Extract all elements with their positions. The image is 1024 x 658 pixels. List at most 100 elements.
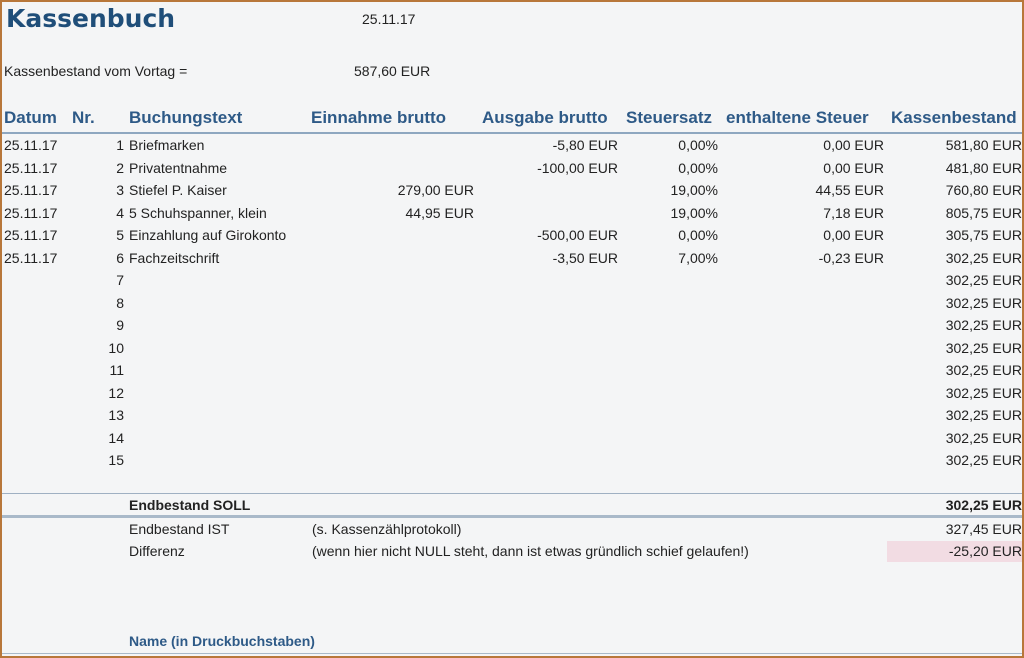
row-tax[interactable]: 7,18 EUR xyxy=(823,204,884,221)
row-tax[interactable]: -0,23 EUR xyxy=(818,249,884,266)
row-text[interactable]: 5 Schuhspanner, klein xyxy=(129,204,267,221)
row-balance[interactable]: 305,75 EUR xyxy=(945,227,1022,243)
col-header-expense: Ausgabe brutto xyxy=(482,108,608,127)
col-header-income: Einnahme brutto xyxy=(311,108,447,127)
row-income[interactable]: 279,00 EUR xyxy=(397,182,474,198)
difference-highlight xyxy=(887,541,1022,562)
row-nr[interactable]: 12 xyxy=(108,384,124,401)
row-balance[interactable]: 481,80 EUR xyxy=(945,159,1022,176)
row-balance[interactable]: 302,25 EUR xyxy=(945,339,1022,356)
row-tax[interactable]: 0,00 EUR xyxy=(823,159,884,176)
row-tax-rate[interactable]: 0,00% xyxy=(678,227,718,243)
row-date[interactable]: 25.11.17 xyxy=(4,249,58,266)
sheet-date[interactable]: 25.11.17 xyxy=(362,11,416,27)
soll-value: 302,25 EUR xyxy=(945,497,1022,513)
row-text[interactable]: Stiefel P. Kaiser xyxy=(129,182,227,198)
table-row: 25.11.17 5 Einzahlung auf Girokonto -500,00… xyxy=(2,224,1022,247)
row-nr[interactable]: 6 xyxy=(116,249,124,266)
table-row: 8 302,25 EUR xyxy=(2,292,1022,315)
row-nr[interactable]: 13 xyxy=(108,407,124,423)
row-balance[interactable]: 302,25 EUR xyxy=(945,362,1022,378)
row-nr[interactable]: 11 xyxy=(109,362,124,378)
row-nr[interactable]: 14 xyxy=(108,429,124,446)
diff-note: (wenn hier nicht NULL steht, dann ist et… xyxy=(312,543,749,559)
table-row: 7 302,25 EUR xyxy=(2,269,1022,292)
row-text[interactable]: Fachzeitschrift xyxy=(129,249,220,266)
col-header-date: Datum xyxy=(4,108,57,127)
footer-line xyxy=(2,653,1022,654)
ist-note: (s. Kassenzählprotokoll) xyxy=(312,521,462,537)
table-row: 25.11.17 2 Privatentnahme -100,00 EUR 0,00% 0… xyxy=(2,157,1022,180)
row-nr[interactable]: 15 xyxy=(108,452,124,468)
header-divider xyxy=(2,132,1022,134)
ist-value[interactable]: 327,45 EUR xyxy=(945,521,1022,537)
row-nr[interactable]: 10 xyxy=(108,339,124,356)
row-expense[interactable]: -5,80 EUR xyxy=(552,137,618,153)
row-tax-rate[interactable]: 0,00% xyxy=(678,159,718,176)
table-row: 11 302,25 EUR xyxy=(2,359,1022,382)
table-row: 14 302,25 EUR xyxy=(2,427,1022,450)
row-date[interactable]: 25.11.17 xyxy=(4,159,58,176)
row-date[interactable]: 25.11.17 xyxy=(4,204,58,221)
row-tax-rate[interactable]: 7,00% xyxy=(678,249,718,266)
row-expense[interactable]: -500,00 EUR xyxy=(537,227,618,243)
summary-divider xyxy=(2,515,1022,518)
row-tax-rate[interactable]: 0,00% xyxy=(678,137,718,153)
row-expense[interactable]: -100,00 EUR xyxy=(537,159,618,176)
row-nr[interactable]: 4 xyxy=(116,204,124,221)
row-nr[interactable]: 3 xyxy=(116,182,124,198)
row-expense[interactable]: -3,50 EUR xyxy=(552,249,618,266)
row-date[interactable]: 25.11.17 xyxy=(4,182,58,198)
col-header-tax-rate: Steuersatz xyxy=(626,108,712,127)
row-tax-rate[interactable]: 19,00% xyxy=(670,182,718,198)
row-balance[interactable]: 302,25 EUR xyxy=(945,272,1022,288)
row-text[interactable]: Briefmarken xyxy=(129,137,205,153)
col-header-nr: Nr. xyxy=(72,108,95,127)
row-nr[interactable]: 7 xyxy=(116,272,124,288)
row-income[interactable]: 44,95 EUR xyxy=(405,204,474,221)
table-row: 25.11.17 6 Fachzeitschrift -3,50 EUR 7,00% -0… xyxy=(2,247,1022,270)
row-date[interactable]: 25.11.17 xyxy=(4,137,58,153)
table-row: 13 302,25 EUR xyxy=(2,404,1022,427)
row-nr[interactable]: 8 xyxy=(116,294,124,311)
table-row: 10 302,25 EUR xyxy=(2,337,1022,360)
table-row: 25.11.17 4 5 Schuhspanner, klein 44,95 EUR 1… xyxy=(2,202,1022,225)
carry-over-label: Kassenbestand vom Vortag = xyxy=(4,63,188,79)
col-header-text: Buchungstext xyxy=(129,108,243,127)
row-balance[interactable]: 302,25 EUR xyxy=(945,452,1022,468)
ist-label: Endbestand IST xyxy=(129,521,230,537)
table-row: 9 302,25 EUR xyxy=(2,314,1022,337)
summary-row-diff: Differenz (wenn hier nicht NULL steht, d… xyxy=(2,540,1022,563)
soll-label: Endbestand SOLL xyxy=(129,497,251,513)
row-balance[interactable]: 760,80 EUR xyxy=(945,182,1022,198)
row-nr[interactable]: 5 xyxy=(116,227,124,243)
row-balance[interactable]: 302,25 EUR xyxy=(945,407,1022,423)
row-nr[interactable]: 1 xyxy=(116,137,124,153)
row-nr[interactable]: 2 xyxy=(116,159,124,176)
diff-label: Differenz xyxy=(129,543,185,559)
row-text[interactable]: Privatentnahme xyxy=(129,159,228,176)
summary-row-ist: Endbestand IST (s. Kassenzählprotokoll) … xyxy=(2,518,1022,541)
row-text[interactable]: Einzahlung auf Girokonto xyxy=(129,227,287,243)
name-signature-label: Name (in Druckbuchstaben) xyxy=(129,633,315,649)
row-balance[interactable]: 302,25 EUR xyxy=(945,294,1022,311)
row-tax-rate[interactable]: 19,00% xyxy=(670,204,718,221)
summary-row-soll: Endbestand SOLL 302,25 EUR xyxy=(2,494,1022,517)
table-divider xyxy=(2,493,1022,494)
row-balance[interactable]: 302,25 EUR xyxy=(945,384,1022,401)
row-date[interactable]: 25.11.17 xyxy=(4,227,58,243)
row-balance[interactable]: 302,25 EUR xyxy=(945,317,1022,333)
row-tax[interactable]: 0,00 EUR xyxy=(823,227,884,243)
row-tax[interactable]: 0,00 EUR xyxy=(823,137,884,153)
row-tax[interactable]: 44,55 EUR xyxy=(815,182,884,198)
carry-over-value[interactable]: 587,60 EUR xyxy=(354,63,431,79)
row-balance[interactable]: 302,25 EUR xyxy=(945,249,1022,266)
row-nr[interactable]: 9 xyxy=(116,317,124,333)
row-balance[interactable]: 805,75 EUR xyxy=(945,204,1022,221)
col-header-balance: Kassenbestand xyxy=(891,108,1017,127)
row-balance[interactable]: 581,80 EUR xyxy=(945,137,1022,153)
table-row: 15 302,25 EUR xyxy=(2,449,1022,472)
row-balance[interactable]: 302,25 EUR xyxy=(945,429,1022,446)
table-row: 25.11.17 1 Briefmarken -5,80 EUR 0,00% 0,00 E… xyxy=(2,134,1022,157)
